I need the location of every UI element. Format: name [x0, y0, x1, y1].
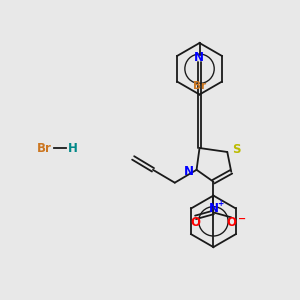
- Text: Br: Br: [37, 142, 51, 154]
- Text: N: N: [194, 51, 203, 64]
- Text: +: +: [218, 199, 224, 208]
- Text: H: H: [68, 142, 78, 154]
- Text: −: −: [238, 213, 246, 224]
- Text: S: S: [232, 142, 241, 155]
- Text: N: N: [184, 165, 194, 178]
- Text: N: N: [208, 202, 218, 215]
- Text: Br: Br: [193, 81, 206, 91]
- Text: O: O: [226, 216, 236, 229]
- Text: O: O: [190, 216, 201, 229]
